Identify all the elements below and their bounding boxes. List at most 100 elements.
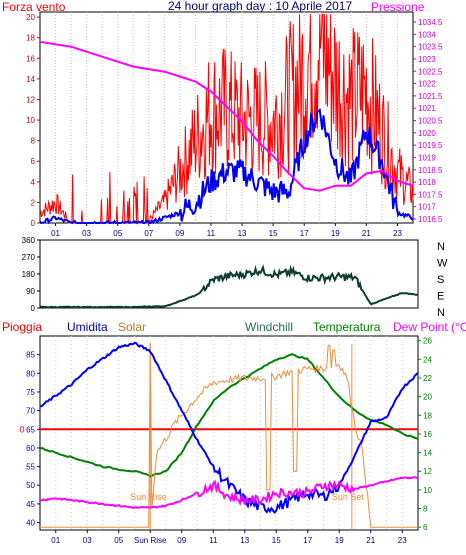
top-panel: 0 2 4 6 8 10 12 14 16 18 20 1016.5 1017 1017.5 1018 101… (26, 11, 443, 238)
bottom-ytick-left-label: 55 (26, 463, 35, 472)
rain-zero-label: 0 (19, 424, 24, 434)
bottom-ytick-right-label: 10 (423, 486, 432, 495)
bottom-xtick-label: 21 (366, 536, 375, 545)
bottom-ytick-right-label: 16 (423, 430, 432, 439)
bottom-ytick-left-label: 45 (26, 500, 35, 509)
direction-ytick-label: 360 (22, 236, 36, 245)
top-xtick-label: 01 (51, 229, 60, 238)
bottom-xtick-label: 19 (335, 536, 344, 545)
page-title: 24 hour graph day : 10 Aprile 2017 (168, 0, 353, 13)
bottom-ytick-left-label: 80 (26, 369, 35, 378)
compass-label: E (437, 291, 444, 303)
bottom-ytick-right-label: 12 (423, 467, 432, 476)
top-ytick-right-label: 1034 (418, 30, 436, 39)
compass-label: S (437, 274, 444, 286)
bottom-ytick-left-label: 70 (26, 407, 35, 416)
top-ytick-right-label: 1023 (418, 55, 436, 64)
humidity-series (39, 341, 419, 515)
bottom-xtick-label: 17 (303, 536, 312, 545)
wind-average-series (39, 108, 414, 225)
top-xtick-label: 23 (393, 229, 402, 238)
top-xtick-label: 13 (238, 229, 247, 238)
rain-label: Pioggia (2, 320, 43, 334)
bottom-xtick-label: 05 (114, 536, 123, 545)
bottom-xtick-label: 11 (209, 536, 218, 545)
bottom-ytick-right-label: 20 (423, 393, 432, 402)
compass-label: N (437, 307, 445, 319)
top-ytick-right-label: 1021 (418, 104, 436, 113)
top-ytick-right-label: 1018 (418, 178, 436, 187)
top-ytick-right-label: 1017 (418, 203, 436, 212)
bottom-xtick-label: 15 (272, 536, 281, 545)
dewpoint-label: Dew Point (°C) (393, 320, 466, 334)
top-xtick-label: 07 (144, 229, 153, 238)
top-ytick-right-label: 1017.5 (418, 190, 443, 199)
windchill-label: Windchill (245, 320, 294, 334)
bottom-panel: 40 45 50 55 60 65 70 75 80 85 6 8 10 12 14 16 18 20 22 24 26… (19, 335, 432, 545)
temperature-label: Temperatura (313, 320, 381, 334)
top-ytick-left-label: 16 (26, 54, 35, 63)
wind-direction-series (39, 264, 419, 309)
wind-speed-label: Forza vento (2, 0, 66, 14)
bottom-ytick-left-label: 60 (26, 444, 35, 453)
bottom-xtick-label: 23 (398, 536, 407, 545)
top-ytick-right-label: 1021.5 (418, 92, 443, 101)
bottom-xtick-label: 13 (240, 536, 249, 545)
top-ytick-right-label: 1020.5 (418, 117, 443, 126)
top-ytick-left-label: 20 (26, 13, 35, 22)
bottom-xtick-label: Sun Rise (134, 536, 167, 545)
bottom-ytick-right-label: 26 (423, 337, 432, 346)
top-ytick-left-label: 10 (26, 116, 35, 125)
top-xtick-label: 05 (113, 229, 122, 238)
bottom-ytick-left-label: 75 (26, 388, 35, 397)
bottom-ytick-left-label: 50 (26, 481, 35, 490)
top-ytick-right-label: 1019 (418, 153, 436, 162)
top-xtick-label: 03 (82, 229, 91, 238)
bottom-xtick-label: 01 (51, 536, 60, 545)
bottom-ytick-right-label: 14 (423, 449, 432, 458)
bottom-ytick-left-label: 85 (26, 351, 35, 360)
top-xtick-label: 15 (269, 229, 278, 238)
top-xtick-label: 17 (300, 229, 309, 238)
top-ytick-right-label: 1023.5 (418, 43, 443, 52)
top-xtick-label: 21 (362, 229, 371, 238)
pressure-label: Pressione (371, 0, 425, 14)
top-ytick-left-label: 6 (31, 157, 36, 166)
bottom-xtick-label: 09 (177, 536, 186, 545)
top-xtick-label: 11 (207, 229, 216, 238)
pressure-series (39, 40, 414, 192)
top-ytick-right-label: 1022.5 (418, 67, 443, 76)
bottom-ytick-right-label: 22 (423, 374, 432, 383)
top-xtick-label: 19 (331, 229, 340, 238)
top-ytick-right-label: 1034.5 (418, 18, 443, 27)
bottom-ytick-right-label: 18 (423, 411, 432, 420)
direction-ytick-label: 90 (26, 287, 35, 296)
dewpoint-series (39, 476, 419, 510)
bottom-ytick-right-label: 24 (423, 355, 432, 364)
top-ytick-left-label: 0 (31, 219, 36, 228)
bottom-ytick-right-label: 8 (423, 505, 428, 514)
top-ytick-right-label: 1018.5 (418, 166, 443, 175)
direction-ytick-label: 180 (22, 270, 36, 279)
sunset-label: Sun Set (332, 492, 365, 502)
compass-label: N (437, 241, 445, 253)
top-xtick-label: 09 (175, 229, 184, 238)
bottom-xtick-label: 03 (83, 536, 92, 545)
top-ytick-right-label: 1020 (418, 129, 436, 138)
bottom-ytick-right-label: 6 (423, 523, 428, 532)
bottom-ytick-left-label: 40 (26, 519, 35, 528)
solar-series (40, 342, 418, 528)
top-ytick-left-label: 18 (26, 34, 35, 43)
compass-label: W (437, 258, 448, 270)
top-ytick-left-label: 12 (26, 95, 35, 104)
top-ytick-right-label: 1019.5 (418, 141, 443, 150)
solar-label: Solar (118, 320, 147, 334)
top-ytick-left-label: 4 (31, 178, 36, 187)
direction-ytick-label: 0 (31, 304, 36, 313)
top-ytick-left-label: 8 (31, 137, 36, 146)
direction-ytick-label: 270 (22, 253, 36, 262)
top-ytick-right-label: 1016.5 (418, 215, 443, 224)
